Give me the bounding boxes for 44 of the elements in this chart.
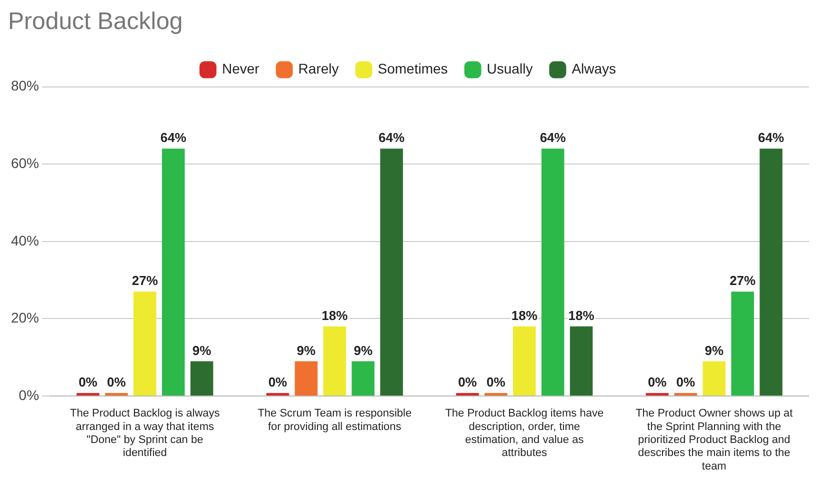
legend-label: Sometimes [378, 60, 448, 77]
data-label: 0% [458, 374, 478, 390]
data-label: 0% [107, 374, 126, 390]
bar [570, 326, 593, 396]
data-label: 18% [322, 308, 348, 324]
data-label: 27% [730, 273, 756, 288]
bar [513, 326, 536, 396]
data-label: 18% [511, 308, 538, 324]
legend-label: Usually [486, 60, 533, 77]
legend-label: Always [572, 60, 616, 77]
bar [760, 148, 782, 396]
bar [731, 292, 754, 396]
bar [162, 148, 185, 396]
data-label: 9% [354, 342, 373, 358]
data-label: 9% [296, 342, 316, 358]
x-tick-label: The Product Backlog items have description, order, time estimation, and value as attributes [445, 408, 604, 460]
bar [541, 148, 564, 396]
data-label: 64% [160, 130, 187, 146]
legend-label: Rarely [298, 60, 339, 77]
data-label: 0% [676, 374, 696, 390]
x-tick-label: The Scrum Team is responsible for providing all estimations [258, 408, 412, 433]
data-label: 18% [568, 308, 595, 324]
data-label: 0% [648, 374, 668, 390]
legend-label: Never [222, 60, 260, 77]
data-label: 0% [268, 374, 288, 390]
data-label: 0% [486, 374, 506, 390]
y-tick-label: 20% [10, 310, 40, 326]
y-tick-label: 0% [18, 386, 40, 403]
data-label: 9% [192, 342, 212, 358]
data-label: 64% [758, 130, 784, 146]
data-label: 27% [132, 273, 158, 288]
x-tick-label: The Product Owner shows up at the Sprint Planning with the prioritized Product Backlog and describes the main items to the team [636, 408, 793, 472]
x-tick-label: The Product Backlog is always arranged in a way that items "Done" by Sprint can be identified [70, 408, 220, 460]
data-label: 64% [540, 130, 566, 146]
y-tick-label: 60% [10, 154, 40, 171]
y-tick-label: 80% [10, 78, 40, 94]
y-tick-label: 40% [10, 232, 40, 248]
bar [380, 148, 403, 396]
bar [323, 326, 346, 396]
data-label: 64% [378, 130, 406, 146]
data-label: 9% [704, 342, 724, 358]
chart-title: Product Backlog [8, 8, 183, 36]
data-label: 0% [78, 374, 98, 390]
bar [134, 292, 156, 396]
